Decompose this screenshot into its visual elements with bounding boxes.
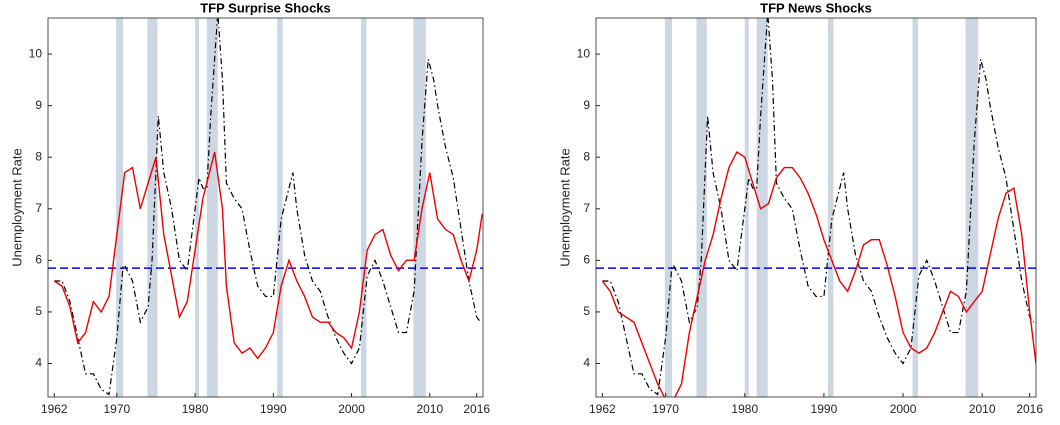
x-tick-label: 1962 <box>41 402 68 416</box>
y-tick-label: 7 <box>35 201 42 215</box>
x-tick-label: 2010 <box>416 402 443 416</box>
recession-band <box>195 18 199 397</box>
recession-band <box>360 18 367 397</box>
recession-band <box>206 18 218 397</box>
y-tick-label: 5 <box>35 304 42 318</box>
y-tick-label: 8 <box>35 149 42 163</box>
x-tick-label: 1962 <box>589 402 616 416</box>
plot-area <box>48 18 483 397</box>
y-tick-label: 6 <box>35 253 42 267</box>
y-tick-label: 4 <box>35 356 42 370</box>
y-tick-label: 8 <box>583 149 590 163</box>
y-axis-label: Unemployment Rate <box>9 148 24 267</box>
y-tick-label: 10 <box>577 46 591 60</box>
x-tick-label: 1990 <box>260 402 287 416</box>
x-tick-label: 2016 <box>1016 402 1043 416</box>
y-tick-label: 9 <box>35 98 42 112</box>
series-line <box>53 151 483 360</box>
y-tick-label: 7 <box>583 201 590 215</box>
axes-box <box>47 17 484 398</box>
recession-band <box>827 18 834 397</box>
recession-band <box>413 18 426 397</box>
y-tick-label: 5 <box>583 304 590 318</box>
x-tick-label: 1970 <box>652 402 679 416</box>
series-line <box>602 18 1035 396</box>
series-line <box>54 18 482 396</box>
recession-band <box>912 18 919 397</box>
recession-band <box>965 18 979 397</box>
x-tick-label: 2000 <box>890 402 917 416</box>
recession-band <box>744 18 749 397</box>
y-tick-label: 4 <box>583 356 590 370</box>
y-tick-label: 6 <box>583 253 590 267</box>
x-tick-label: 1990 <box>811 402 838 416</box>
plot-area <box>596 18 1036 397</box>
recession-band <box>277 18 283 397</box>
x-tick-label: 1970 <box>103 402 130 416</box>
x-tick-label: 2016 <box>463 402 490 416</box>
axes-box <box>595 17 1037 398</box>
x-tick-label: 1980 <box>731 402 758 416</box>
recession-band <box>147 18 158 397</box>
x-tick-label: 2010 <box>969 402 996 416</box>
recession-band <box>664 18 672 397</box>
y-tick-label: 10 <box>29 46 43 60</box>
chart-title: TFP News Shocks <box>760 0 872 15</box>
recession-band <box>696 18 707 397</box>
chart-title: TFP Surprise Shocks <box>200 0 331 15</box>
y-axis-label: Unemployment Rate <box>557 148 572 267</box>
x-tick-label: 2000 <box>338 402 365 416</box>
x-tick-label: 1980 <box>182 402 209 416</box>
y-tick-label: 9 <box>583 98 590 112</box>
